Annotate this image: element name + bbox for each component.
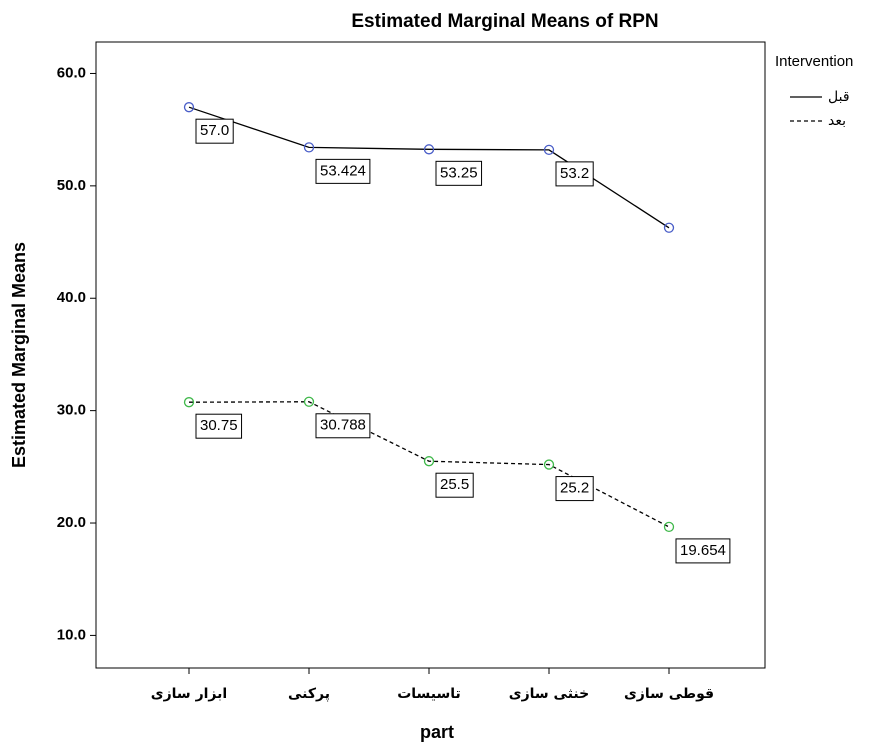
value-label: 53.25 bbox=[440, 164, 478, 181]
value-label: 30.788 bbox=[320, 417, 366, 434]
value-label-box bbox=[195, 413, 243, 439]
x-tick-label: پرکنی bbox=[288, 686, 330, 702]
point-marker bbox=[423, 456, 435, 467]
x-tick-label: خنثی سازی bbox=[509, 686, 589, 702]
value-label: 19.654 bbox=[680, 542, 726, 559]
value-label-box bbox=[555, 161, 594, 187]
legend-title: Intervention bbox=[775, 53, 853, 70]
legend-label: قبل bbox=[828, 89, 850, 105]
point-marker bbox=[183, 397, 195, 408]
value-label: 53.2 bbox=[560, 165, 589, 182]
point-marker bbox=[183, 102, 195, 113]
value-label-box bbox=[555, 476, 594, 502]
point-marker bbox=[543, 144, 555, 156]
value-label-box bbox=[435, 160, 483, 186]
value-label-box bbox=[675, 538, 731, 564]
value-label-box bbox=[435, 472, 474, 498]
legend-label: بعد bbox=[828, 113, 846, 129]
value-label-box bbox=[315, 158, 371, 184]
y-tick-label: 10.0 bbox=[57, 626, 86, 643]
x-tick-label: تاسیسات bbox=[397, 686, 461, 702]
x-tick-label: قوطی سازی bbox=[624, 686, 714, 702]
y-tick-label: 20.0 bbox=[57, 514, 86, 531]
point-marker bbox=[663, 222, 675, 233]
point-marker bbox=[663, 521, 675, 533]
chart-title: Estimated Marginal Means of RPN bbox=[351, 11, 658, 32]
point-marker bbox=[543, 459, 555, 470]
x-axis-label: part bbox=[420, 722, 454, 742]
y-axis-label: Estimated Marginal Means bbox=[9, 242, 29, 468]
plot-frame bbox=[95, 41, 766, 669]
y-tick-label: 50.0 bbox=[57, 177, 86, 194]
value-label: 53.424 bbox=[320, 162, 366, 179]
series-line bbox=[188, 401, 670, 528]
value-label-box bbox=[315, 413, 371, 439]
value-label: 57.0 bbox=[200, 122, 229, 139]
point-marker bbox=[423, 144, 435, 155]
value-label: 25.5 bbox=[440, 476, 469, 493]
y-tick-label: 30.0 bbox=[57, 402, 86, 419]
value-label-box bbox=[195, 118, 234, 144]
x-tick-label: ابزار سازی bbox=[151, 686, 227, 702]
point-marker bbox=[303, 396, 315, 407]
y-tick-label: 40.0 bbox=[57, 289, 86, 306]
y-tick-label: 60.0 bbox=[57, 64, 86, 81]
value-label: 25.2 bbox=[560, 480, 589, 497]
point-marker bbox=[303, 142, 315, 153]
value-label: 30.75 bbox=[200, 417, 238, 434]
